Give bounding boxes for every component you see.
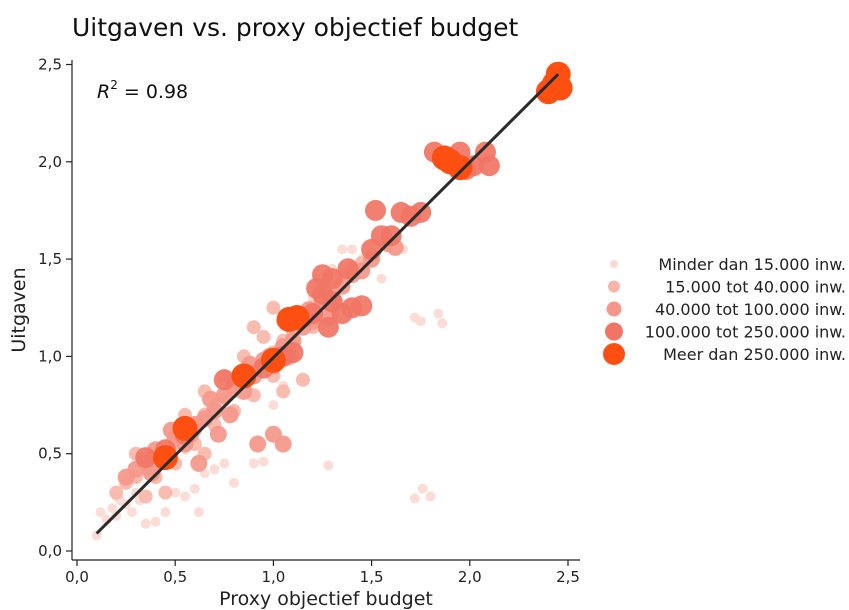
data-point xyxy=(258,456,269,467)
data-point xyxy=(276,384,291,399)
data-point xyxy=(417,483,428,494)
legend-swatch xyxy=(603,343,625,365)
data-point xyxy=(317,316,339,338)
data-point xyxy=(376,273,387,284)
y-axis-title: Uitgaven xyxy=(8,267,30,352)
x-tick-label: 2,0 xyxy=(458,568,482,586)
x-tick-label: 0,0 xyxy=(65,568,89,586)
data-point xyxy=(409,493,420,504)
data-point xyxy=(433,308,444,319)
data-point xyxy=(158,485,173,500)
r-squared-annotation: R2 = 0.98 xyxy=(97,78,188,103)
data-point xyxy=(260,347,286,373)
data-point xyxy=(209,464,220,475)
data-point xyxy=(365,199,386,221)
data-point xyxy=(351,295,373,317)
legend-swatch xyxy=(605,322,623,341)
legend-label: Minder dan 15.000 inw. xyxy=(658,255,846,274)
data-point xyxy=(180,491,190,502)
data-point xyxy=(213,369,235,391)
data-point xyxy=(135,447,157,469)
chart-title: Uitgaven vs. proxy objectief budget xyxy=(72,13,519,42)
y-tick-label: 2,5 xyxy=(38,56,62,74)
data-point xyxy=(256,329,271,344)
data-point xyxy=(248,458,259,469)
data-point xyxy=(190,454,208,472)
data-point xyxy=(337,244,348,255)
x-axis-title: Proxy objectief budget xyxy=(219,588,433,610)
x-tick-label: 2,5 xyxy=(556,568,580,586)
data-point xyxy=(268,400,279,411)
data-point xyxy=(274,435,292,453)
data-point xyxy=(347,244,357,255)
y-tick-label: 0,0 xyxy=(38,542,62,560)
data-point xyxy=(202,390,220,408)
y-tick-label: 1,5 xyxy=(38,250,62,268)
data-point xyxy=(306,277,328,299)
data-point xyxy=(295,372,310,387)
legend-label: 15.000 tot 40.000 inw. xyxy=(665,278,846,297)
points-layer xyxy=(91,61,573,541)
data-point xyxy=(478,155,500,177)
r-squared-value: = 0.98 xyxy=(118,81,188,103)
x-tick-label: 1,5 xyxy=(360,568,384,586)
data-point xyxy=(437,318,448,329)
legend-swatch xyxy=(606,301,622,317)
data-point xyxy=(447,155,473,181)
data-point xyxy=(160,507,171,518)
data-point xyxy=(415,316,426,327)
y-tick-label: 1,0 xyxy=(38,347,62,365)
data-point xyxy=(138,489,153,504)
legend-label: Meer dan 250.000 inw. xyxy=(663,345,846,364)
data-point xyxy=(140,518,151,529)
data-point xyxy=(193,507,204,518)
legend-swatch xyxy=(610,260,618,268)
data-point xyxy=(109,485,124,500)
x-ticks: 0,0 0,5 1,0 1,5 2,0 2,5 xyxy=(65,560,580,586)
data-point xyxy=(219,458,230,469)
data-point xyxy=(189,483,200,494)
data-point xyxy=(246,320,261,335)
data-point xyxy=(172,415,198,441)
y-ticks: 0,0 0,5 1,0 1,5 2,0 2,5 xyxy=(38,56,72,560)
legend: Minder dan 15.000 inw. 15.000 tot 40.000 … xyxy=(603,255,846,365)
data-point xyxy=(337,258,359,280)
x-tick-label: 1,0 xyxy=(261,568,285,586)
data-point xyxy=(380,225,402,247)
r-squared-superscript: 2 xyxy=(110,78,118,92)
data-point xyxy=(221,406,239,424)
data-point xyxy=(152,445,178,471)
data-point xyxy=(425,491,436,502)
data-point xyxy=(127,507,137,518)
data-point xyxy=(170,487,181,498)
legend-swatch xyxy=(608,280,620,293)
data-point xyxy=(229,477,240,488)
data-point xyxy=(282,342,304,363)
x-tick-label: 0,5 xyxy=(163,568,187,586)
legend-label: 40.000 tot 100.000 inw. xyxy=(655,300,846,319)
data-point xyxy=(249,435,267,453)
y-tick-label: 0,5 xyxy=(38,445,62,463)
data-point xyxy=(209,425,227,443)
data-point xyxy=(266,300,281,315)
data-point xyxy=(95,507,106,518)
data-point xyxy=(547,75,573,101)
r-squared-prefix: R xyxy=(97,81,110,103)
data-point xyxy=(107,503,118,514)
data-point xyxy=(150,516,161,527)
fit-line xyxy=(95,73,560,535)
data-point xyxy=(231,363,257,389)
data-point xyxy=(323,460,334,471)
data-point xyxy=(284,305,310,330)
legend-label: 100.000 tot 250.000 inw. xyxy=(645,323,846,342)
data-point xyxy=(143,464,161,482)
y-tick-label: 2,0 xyxy=(38,153,62,171)
